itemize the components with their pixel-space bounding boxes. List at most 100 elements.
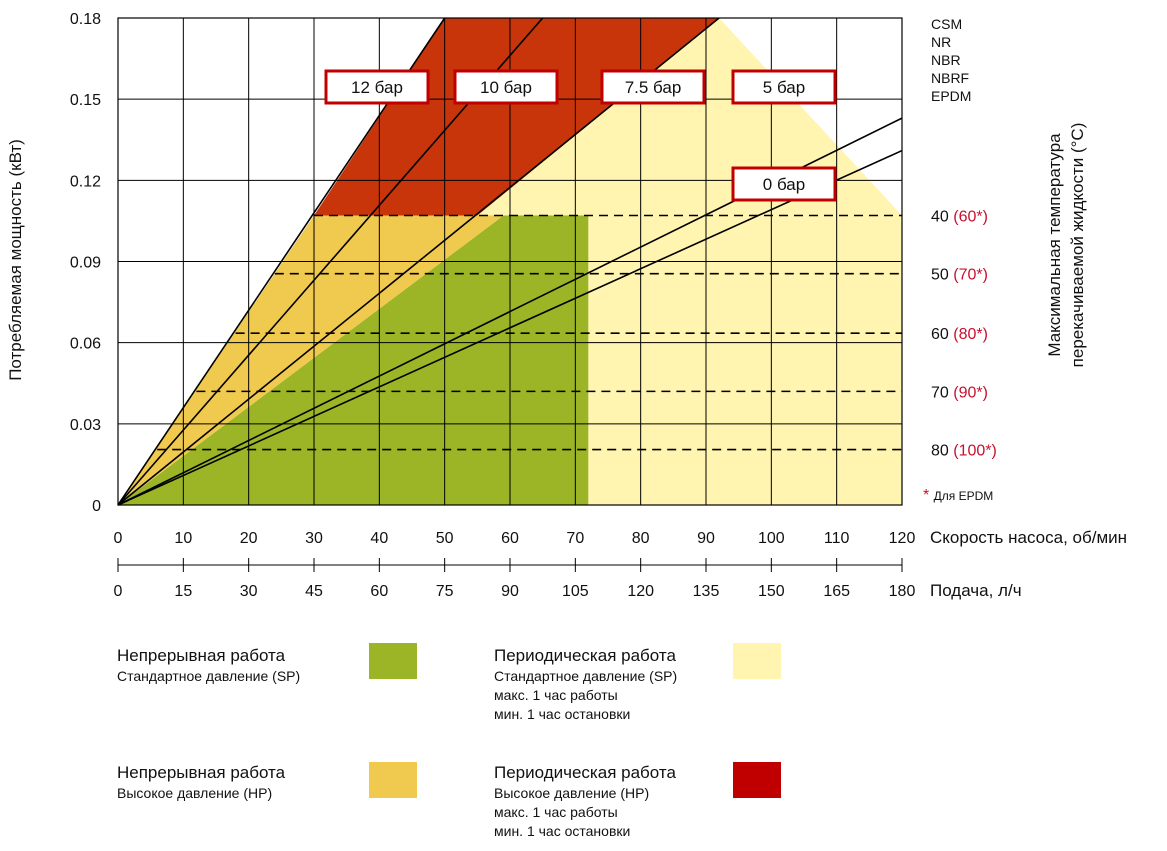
x2-tick-label: 0	[114, 583, 123, 600]
footnote-star: *	[923, 487, 934, 504]
y-tick-label: 0.03	[70, 417, 101, 434]
material-label: NBRF	[931, 70, 969, 86]
pressure-labels: 12 бар 10 бар 7.5 бар 5 бар 0 бар	[324, 69, 837, 202]
temperature-epdm-value: (90*)	[953, 384, 988, 401]
pressure-label: 10 бар	[453, 69, 559, 105]
x-tick-label: 100	[758, 530, 785, 547]
legend-swatch-continuous-hp	[369, 762, 417, 798]
legend-line: мин. 1 час остановки	[494, 706, 631, 722]
y-axis-title: Потребляемая мощность (кВт)	[6, 139, 25, 381]
pressure-label-text: 12 бар	[351, 78, 403, 97]
region-continuous-sp	[118, 215, 589, 505]
x-tick-label: 70	[566, 530, 584, 547]
temperature-epdm-value: (100*)	[953, 443, 997, 460]
axes: 0 0.03 0.06 0.09 0.12 0.15 0.18 0 10 20 30 40 50 60 70…	[6, 11, 1127, 600]
pressure-label-text: 10 бар	[480, 78, 532, 97]
pressure-label-text: 0 бар	[763, 175, 805, 194]
x2-tick-label: 90	[501, 583, 519, 600]
y-tick-label: 0	[92, 498, 101, 515]
temperature-label: 70 (90*)	[931, 384, 988, 401]
temperature-value: 70	[931, 384, 953, 401]
x-tick-label: 10	[174, 530, 192, 547]
region-periodic-hp	[314, 18, 720, 216]
legend-line: Стандартное давление (SP)	[494, 668, 678, 684]
footnote: * Для EPDM	[923, 487, 993, 504]
temperature-value: 40	[931, 209, 953, 226]
x-tick-label: 60	[501, 530, 519, 547]
right-label-line1: Максимальная температура	[1045, 133, 1064, 357]
right-annotations: Максимальная температура перекачиваемой ж…	[923, 16, 1087, 504]
x2-tick-label: 30	[240, 583, 258, 600]
region-continuous-hp	[118, 215, 504, 505]
legend-line: Стандартное давление (SP)	[117, 668, 301, 684]
temperature-value: 80	[931, 443, 953, 460]
y-tick-label: 0.12	[70, 173, 101, 190]
temperature-limit-lines	[157, 214, 902, 451]
legend-line: Высокое давление (HP)	[494, 785, 650, 801]
temperature-value: 60	[931, 326, 953, 343]
x2-axis-title: Подача, л/ч	[930, 581, 1022, 600]
legend-title: Непрерывная работа	[117, 646, 286, 665]
y-tick-label: 0.09	[70, 255, 101, 272]
x-tick-label: 40	[370, 530, 388, 547]
temperature-value: 50	[931, 267, 953, 284]
material-label: CSM	[931, 16, 962, 32]
y-tick-label: 0.15	[70, 92, 101, 109]
legend-line: макс. 1 час работы	[494, 804, 618, 820]
legend-line: Высокое давление (HP)	[117, 785, 273, 801]
material-label: EPDM	[931, 88, 971, 104]
x2-tick-label: 45	[305, 583, 323, 600]
temperature-label: 80 (100*)	[931, 443, 997, 460]
x2-tick-label: 165	[823, 583, 850, 600]
pressure-label: 12 бар	[324, 69, 430, 105]
x-tick-label: 0	[114, 530, 123, 547]
legend-periodic-hp: Периодическая работа Высокое давление (H…	[494, 762, 676, 841]
right-label-line2: перекачиваемой жидкости (°C)	[1068, 123, 1087, 368]
pressure-label: 7.5 бар	[600, 69, 706, 105]
x-tick-label: 110	[824, 530, 850, 547]
x2-tick-label: 120	[627, 583, 654, 600]
pressure-label-text: 5 бар	[763, 78, 805, 97]
legend-title: Периодическая работа	[494, 646, 676, 665]
x2-tick-label: 75	[436, 583, 454, 600]
x2-tick-label: 150	[758, 583, 785, 600]
y-tick-label: 0.06	[70, 336, 101, 353]
x-axis-title: Скорость насоса, об/мин	[930, 528, 1127, 547]
x2-tick-label: 180	[889, 583, 916, 600]
pressure-label: 5 бар	[731, 69, 837, 105]
pressure-label-text: 7.5 бар	[625, 78, 682, 97]
x-tick-label: 80	[632, 530, 650, 547]
x2-tick-label: 135	[693, 583, 720, 600]
material-label: NBR	[931, 52, 961, 68]
temperature-epdm-value: (80*)	[953, 326, 988, 343]
legend-title: Непрерывная работа	[117, 763, 286, 782]
pressure-label-box	[731, 166, 837, 202]
legend-swatch-periodic-hp	[733, 762, 781, 798]
legend-continuous-sp: Непрерывная работа Стандартное давление …	[117, 645, 300, 686]
legend-periodic-sp: Периодическая работа Стандартное давлени…	[494, 645, 677, 724]
x-tick-label: 90	[697, 530, 715, 547]
material-label: NR	[931, 34, 951, 50]
legend-swatch-periodic-sp	[733, 643, 781, 679]
pressure-line	[117, 149, 903, 506]
legend-title: Периодическая работа	[494, 763, 676, 782]
x-tick-label: 120	[889, 530, 916, 547]
x-tick-label: 20	[240, 530, 258, 547]
temperature-label: 50 (70*)	[931, 267, 988, 284]
pressure-label-box	[453, 69, 559, 105]
pressure-label-box	[600, 69, 706, 105]
footnote-text: Для EPDM	[934, 489, 994, 503]
temperature-epdm-value: (70*)	[953, 267, 988, 284]
temperature-label: 40 (60*)	[931, 209, 988, 226]
legend-swatch-continuous-sp	[369, 643, 417, 679]
plot-frame	[117, 17, 903, 506]
x2-tick-label: 15	[174, 583, 192, 600]
legend-line: макс. 1 час работы	[494, 687, 618, 703]
legend-line: мин. 1 час остановки	[494, 823, 631, 839]
legend-continuous-hp: Непрерывная работа Высокое давление (HP)	[117, 762, 285, 803]
x-tick-label: 30	[305, 530, 323, 547]
temperature-label: 60 (80*)	[931, 326, 988, 343]
x2-tick-label: 60	[370, 583, 388, 600]
pressure-label-box	[731, 69, 837, 105]
